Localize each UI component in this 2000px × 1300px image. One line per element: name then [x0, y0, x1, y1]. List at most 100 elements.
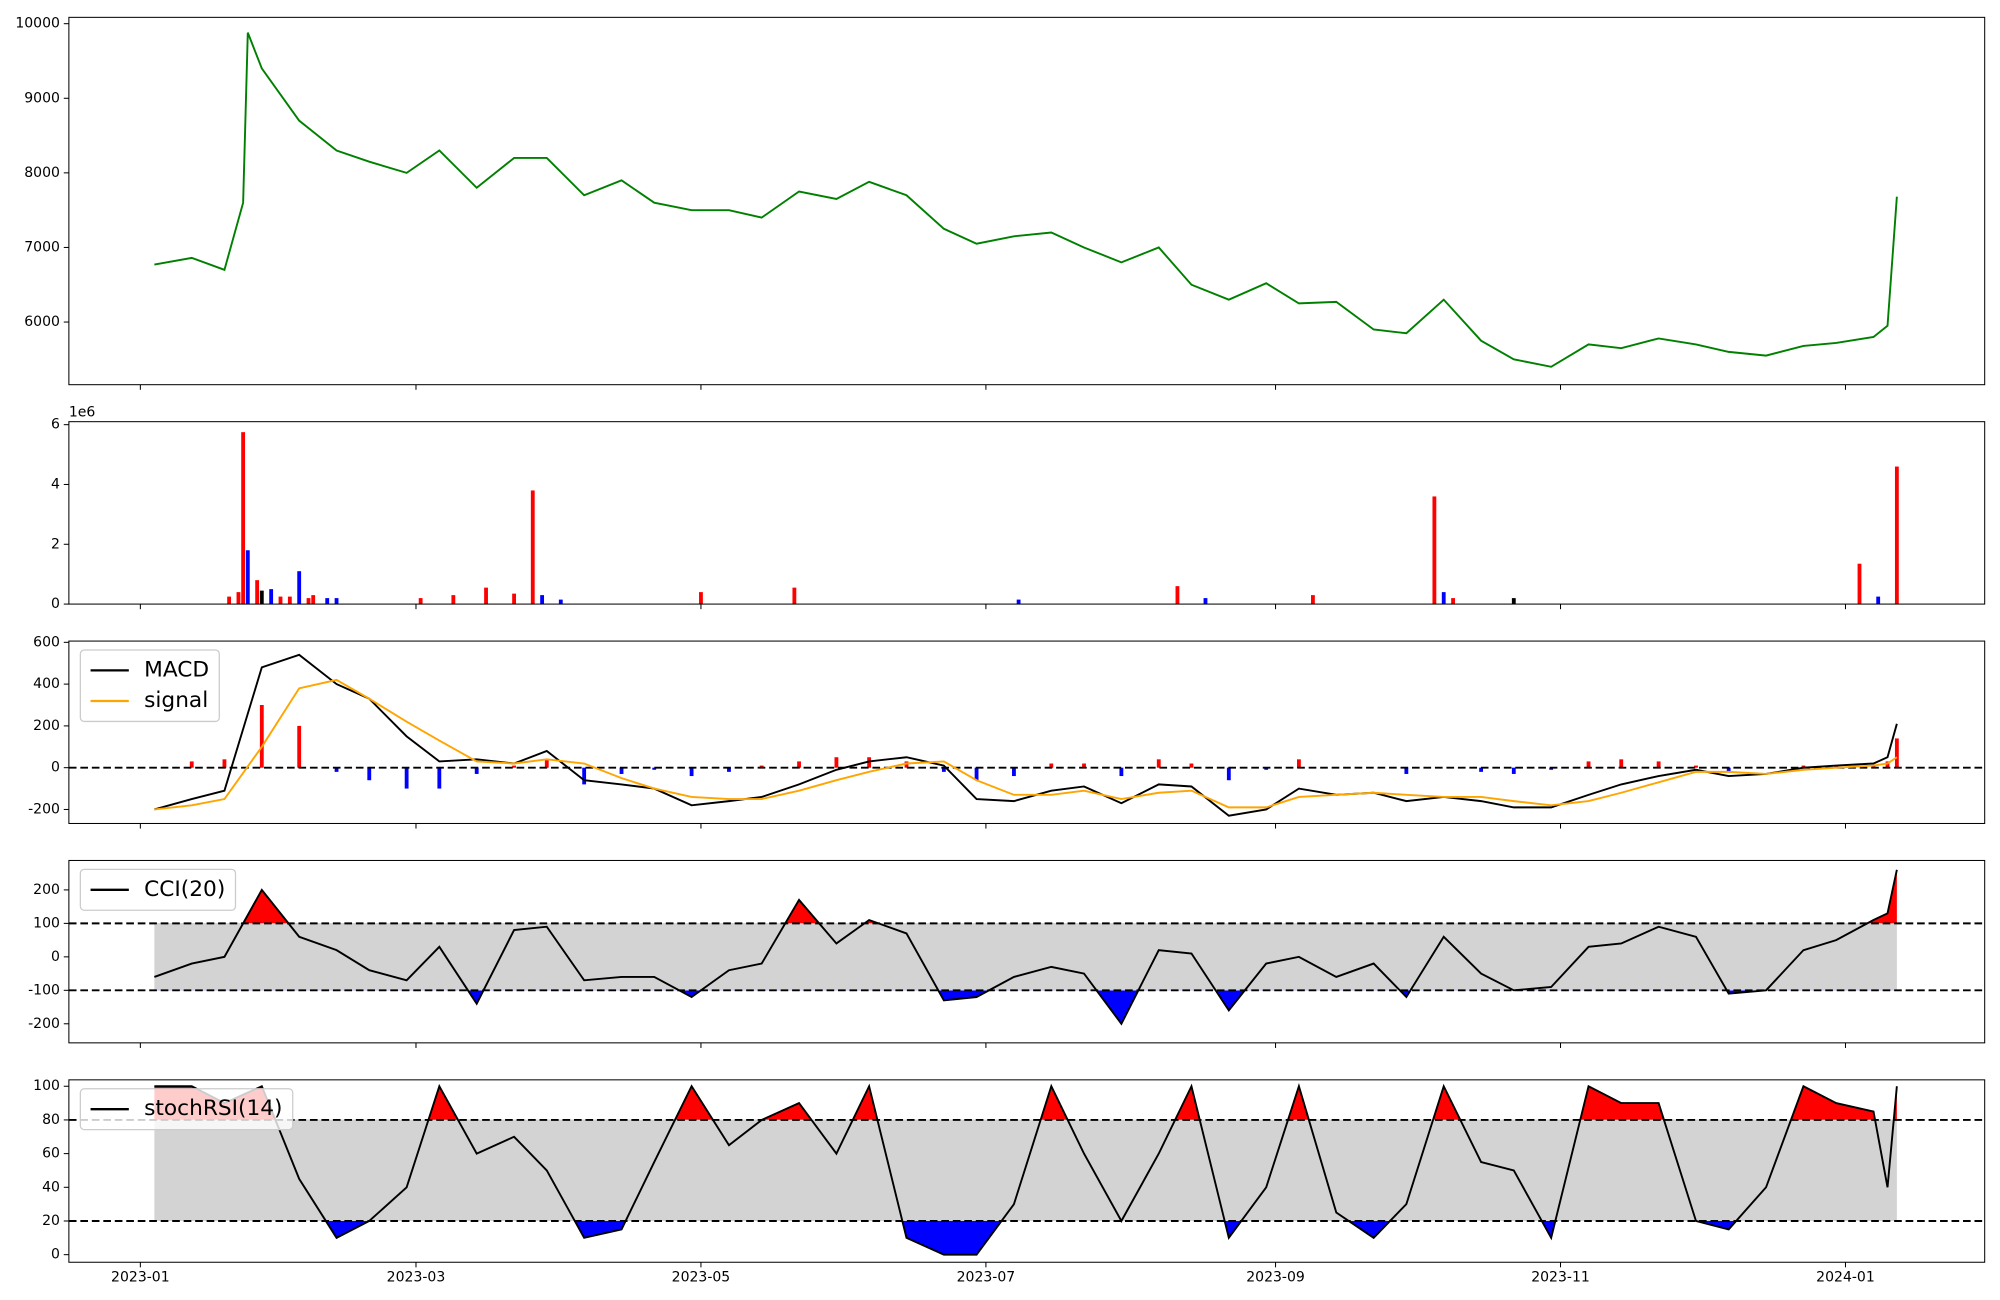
- histogram-bar: [904, 761, 909, 768]
- y-tick-label: -200: [28, 801, 60, 817]
- bar: [699, 592, 703, 605]
- histogram-bar: [512, 765, 516, 768]
- bar: [1451, 598, 1455, 605]
- y-tick-label: 0: [51, 949, 60, 965]
- legend-label: CCI(20): [144, 877, 225, 902]
- bar: [245, 550, 250, 605]
- histogram-bar: [1834, 765, 1839, 768]
- y-tick-label: -100: [28, 982, 60, 998]
- y-tick-label: 20: [42, 1213, 60, 1229]
- bar: [1432, 496, 1437, 605]
- histogram-bar: [222, 759, 227, 768]
- panel: -200 -100 0 100 200 CCI(20): [28, 859, 1986, 1048]
- panel: 6000 7000 8000 9000 10000: [15, 16, 1986, 390]
- histogram-bar: [974, 767, 979, 781]
- bar: [255, 580, 260, 605]
- series-line: [154, 1083, 1898, 1256]
- histogram-bar: [1619, 759, 1624, 768]
- y-tick-label: 9000: [24, 90, 60, 106]
- bar: [512, 593, 516, 605]
- bar: [451, 595, 456, 605]
- bar: [241, 432, 246, 605]
- y-tick-label: 0: [51, 1247, 60, 1263]
- y-tick-label: 80: [42, 1112, 60, 1128]
- histogram-bar: [1656, 761, 1661, 768]
- neutral-band: [154, 923, 1897, 991]
- x-tick-label: 2023-01: [111, 1270, 170, 1286]
- panel: 0 20 40 60 80 100 2023-01 2023-03 2023-05 2023-07…: [33, 1078, 1986, 1286]
- histogram-bar: [1511, 767, 1516, 774]
- histogram-bar: [437, 767, 442, 789]
- bar: [334, 598, 339, 605]
- histogram-bar: [1549, 767, 1554, 770]
- bar: [306, 598, 311, 605]
- axes-frame: [68, 859, 1986, 1044]
- histogram-bar: [297, 725, 302, 768]
- bar: [311, 595, 316, 605]
- panel: -200 0 200 400 600 MACD signal: [28, 634, 1986, 829]
- histogram-bar: [619, 767, 624, 774]
- histogram-bar: [1226, 767, 1231, 781]
- x-tick-label: 2023-09: [1246, 1270, 1305, 1286]
- bar: [325, 598, 330, 605]
- y-tick-label: 40: [42, 1179, 60, 1195]
- legend-label: MACD: [144, 657, 209, 682]
- y-tick-label: 8000: [24, 165, 60, 181]
- bar: [287, 596, 292, 605]
- legend-label: signal: [144, 688, 208, 713]
- y-tick-label: 100: [33, 1078, 60, 1094]
- y-tick-label: 200: [33, 882, 60, 898]
- bar: [792, 587, 797, 605]
- series-line: [154, 869, 1898, 1026]
- histogram-bar: [1801, 765, 1806, 768]
- bar: [278, 596, 283, 605]
- histogram-bar: [582, 767, 587, 785]
- y-offset-label: 1e6: [69, 405, 96, 421]
- histogram-bar: [1871, 765, 1876, 768]
- histogram-bar: [1894, 738, 1899, 768]
- histogram-bar: [474, 767, 479, 774]
- y-tick-label: 7000: [24, 239, 60, 255]
- y-tick-label: 100: [33, 915, 60, 931]
- histogram-bar: [834, 757, 839, 768]
- y-tick-label: 6000: [24, 314, 60, 330]
- histogram-bar: [652, 767, 657, 770]
- histogram-bar: [867, 757, 872, 768]
- legend-box: [79, 868, 237, 911]
- x-tick-label: 2024-01: [1816, 1270, 1875, 1286]
- panel: 0 2 4 6 1e6: [51, 405, 1986, 612]
- histogram-bar: [189, 761, 194, 768]
- histogram-bar: [1082, 763, 1086, 768]
- y-tick-label: 60: [42, 1146, 60, 1162]
- histogram-bar: [1296, 759, 1301, 768]
- y-tick-label: 0: [51, 596, 60, 612]
- histogram-bar: [759, 765, 764, 768]
- histogram-bar: [797, 761, 801, 768]
- bar: [227, 596, 232, 605]
- y-tick-label: 200: [33, 718, 60, 734]
- y-tick-label: 600: [33, 634, 60, 650]
- bar: [1441, 592, 1446, 605]
- x-tick-label: 2023-11: [1531, 1270, 1590, 1286]
- axes-frame: [68, 16, 1986, 386]
- histogram-bar: [1885, 761, 1890, 768]
- bar: [1511, 598, 1516, 605]
- histogram-bar: [941, 767, 946, 772]
- histogram-bar: [1012, 767, 1016, 777]
- histogram-bar: [1189, 763, 1194, 768]
- histogram-bar: [1156, 759, 1161, 768]
- y-tick-label: 6: [51, 417, 60, 433]
- y-tick-label: 0: [51, 760, 60, 776]
- x-tick-label: 2023-07: [957, 1270, 1016, 1286]
- histogram-bar: [689, 767, 694, 777]
- histogram-bar: [1264, 767, 1269, 770]
- bar: [1894, 466, 1899, 605]
- histogram-bar: [1404, 767, 1409, 774]
- series-line: [154, 678, 1898, 811]
- histogram-bar: [1119, 767, 1124, 777]
- histogram-bar: [1694, 765, 1698, 768]
- histogram-bar: [1726, 767, 1731, 772]
- bar: [540, 595, 545, 605]
- histogram-bar: [727, 767, 731, 772]
